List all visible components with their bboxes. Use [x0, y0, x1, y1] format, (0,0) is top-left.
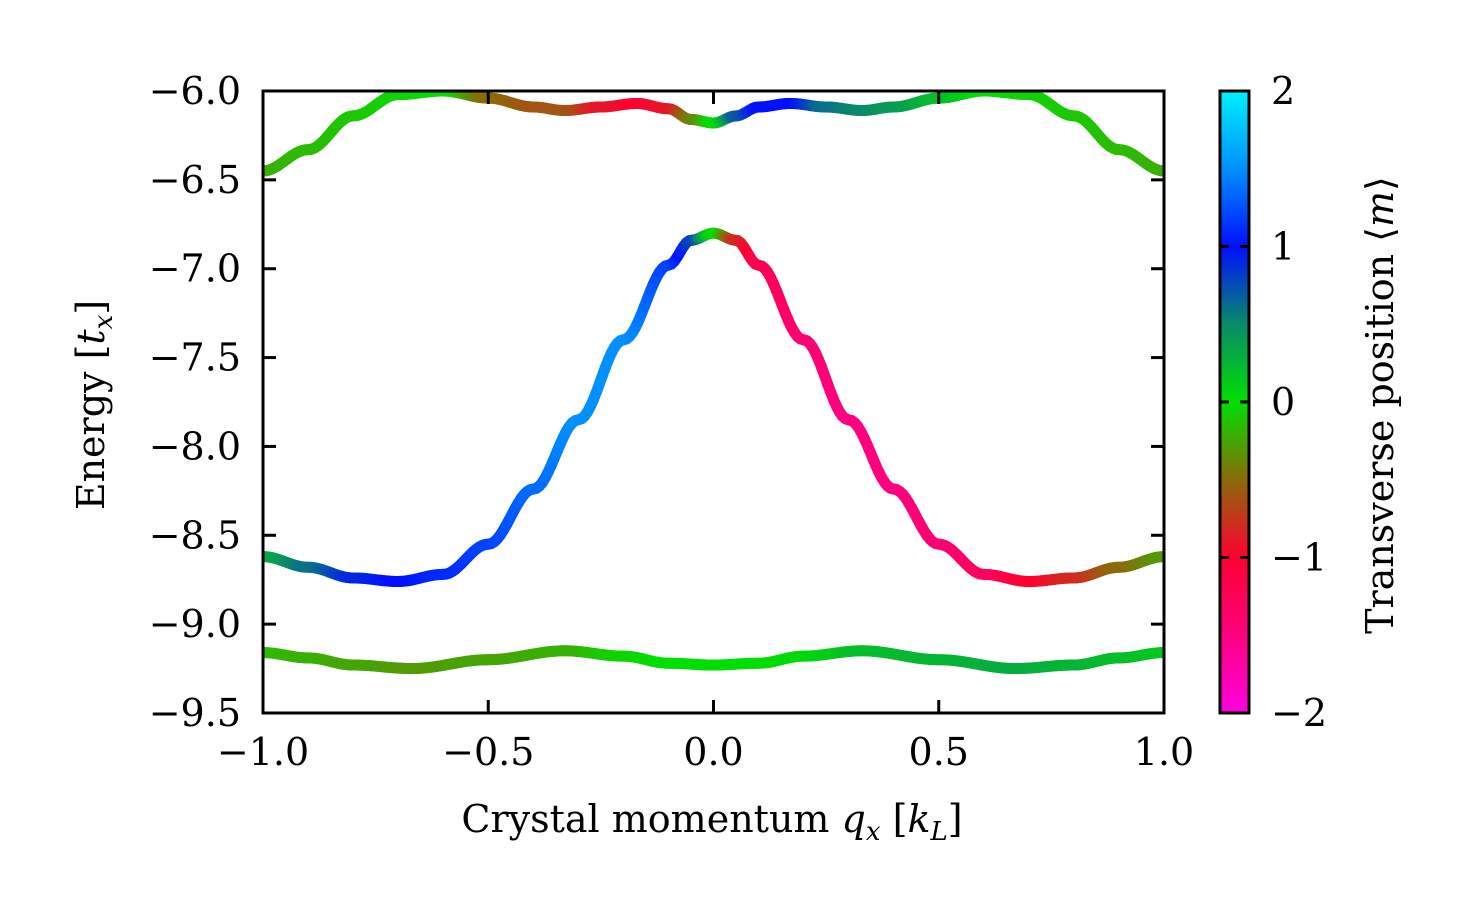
y-tick-label: −7.0 — [149, 247, 241, 291]
colorbar-title: Transverse position ⟨m⟩ — [1358, 176, 1402, 634]
band-3 — [263, 645, 1164, 675]
y-tick-label: −6.5 — [149, 158, 241, 202]
colorbar-tick-label: 1 — [1271, 225, 1295, 269]
y-tick-label: −9.0 — [149, 602, 241, 646]
y-tick-label: −8.5 — [149, 513, 241, 557]
y-tick-label: −7.5 — [149, 336, 241, 380]
x-tick-label: −1.0 — [217, 730, 309, 774]
colorbar-ticks: 2 1 0 −1 −2 — [1220, 69, 1327, 735]
x-tick-label: 0.5 — [909, 730, 969, 774]
x-tick-label: −0.5 — [442, 730, 534, 774]
y-tick-label: −8.0 — [149, 424, 241, 468]
band-lines — [263, 91, 1164, 675]
colorbar-tick-label: 0 — [1271, 380, 1295, 424]
y-axis-ticks: −6.0 −6.5 −7.0 −7.5 −8.0 −8.5 −9.0 −9.5 — [149, 69, 1164, 735]
x-tick-label: 1.0 — [1134, 730, 1194, 774]
y-axis-title: Energy [tx] — [69, 300, 119, 510]
x-axis-ticks: −1.0 −0.5 0.0 0.5 1.0 — [217, 91, 1194, 774]
band-2 — [263, 227, 1164, 587]
x-tick-label: 0.0 — [683, 730, 743, 774]
y-tick-label: −6.0 — [149, 69, 241, 113]
colorbar-tick-label: 2 — [1271, 69, 1295, 113]
band-1 — [263, 91, 1164, 177]
plot-frame — [261, 89, 1166, 715]
y-tick-label: −9.5 — [149, 691, 241, 735]
colorbar-tick-label: −2 — [1271, 691, 1327, 735]
x-axis-title: Crystal momentum qx [kL] — [461, 797, 962, 847]
colorbar-tick-label: −1 — [1271, 536, 1327, 580]
